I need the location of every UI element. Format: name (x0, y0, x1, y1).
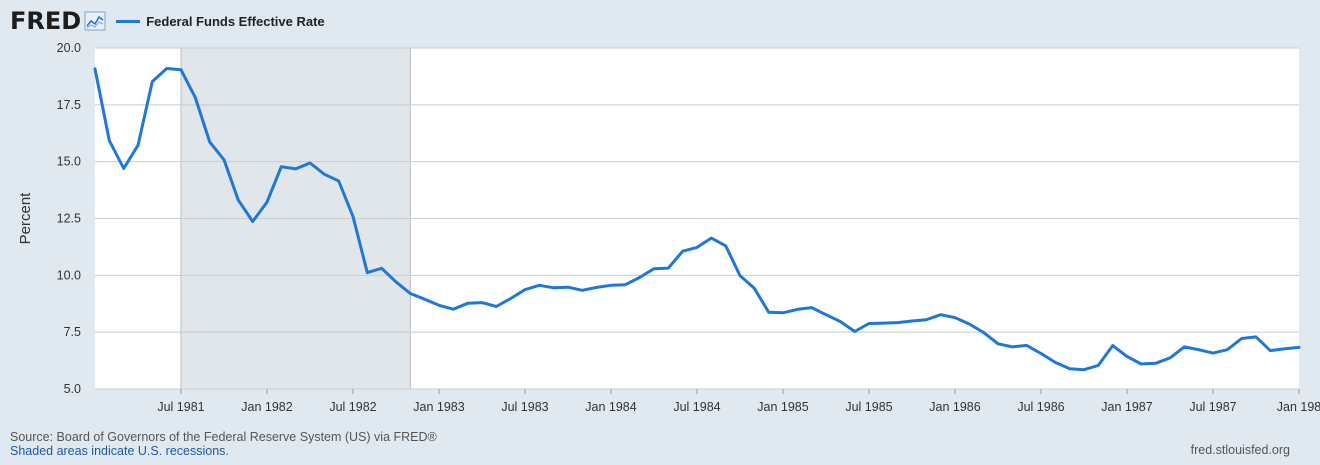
x-tick-label: Jul 1987 (1189, 400, 1236, 414)
x-tick-label: Jan 1983 (413, 400, 464, 414)
y-tick-label: 12.5 (57, 212, 81, 226)
x-tick-label: Jan 1985 (757, 400, 808, 414)
source-text: Source: Board of Governors of the Federa… (10, 430, 437, 444)
chart-svg: 5.0 7.5 10.0 12.5 15.0 17.5 20.0 Jul 1981 Jan 19… (17, 41, 1320, 414)
x-tick-label: Jan 1986 (929, 400, 980, 414)
x-tick-label: Jul 1986 (1017, 400, 1064, 414)
chart-footer: Source: Board of Governors of the Federa… (10, 430, 437, 458)
legend: Federal Funds Effective Rate (116, 13, 325, 29)
legend-label: Federal Funds Effective Rate (146, 13, 325, 29)
y-tick-label: 15.0 (57, 155, 81, 169)
line-chart-icon[interactable] (84, 11, 106, 31)
x-tick-label: Jan 1987 (1101, 400, 1152, 414)
x-tick-label: Jul 1983 (501, 400, 548, 414)
x-tick-label: Jul 1981 (157, 400, 204, 414)
x-tick-label: Jan 1984 (585, 400, 636, 414)
recession-note-link[interactable]: Shaded areas indicate U.S. recessions. (10, 444, 229, 458)
fred-logo[interactable]: FRED (10, 7, 82, 35)
x-tick-label: Jan 1982 (241, 400, 292, 414)
series-line (93, 67, 1301, 372)
chart-header: FRED Federal Funds Effective Rate (10, 6, 325, 36)
x-tick-label: Jul 1984 (673, 400, 720, 414)
x-tick-label: Jul 1982 (329, 400, 376, 414)
y-tick-label: 7.5 (64, 325, 81, 339)
y-tick-label: 5.0 (64, 382, 81, 396)
y-axis-label: Percent (17, 192, 34, 245)
site-url[interactable]: fred.stlouisfed.org (1190, 443, 1290, 457)
y-tick-label: 20.0 (57, 41, 81, 55)
y-tick-label: 10.0 (57, 268, 81, 282)
legend-swatch (116, 19, 141, 23)
x-tick-label: Jan 198 (1277, 400, 1320, 414)
x-tick-label: Jul 1985 (845, 400, 892, 414)
y-tick-label: 17.5 (57, 98, 81, 112)
